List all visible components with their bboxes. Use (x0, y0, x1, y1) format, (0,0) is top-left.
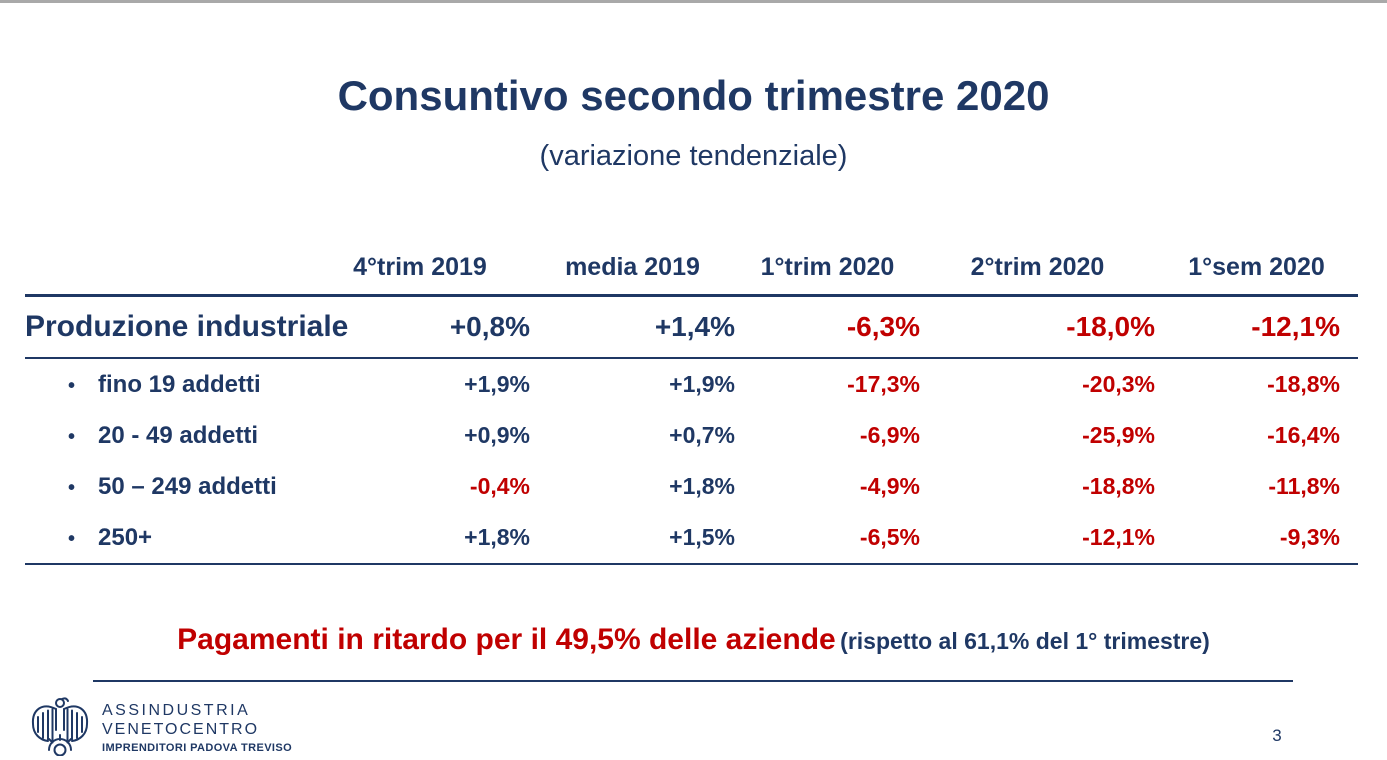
value-cell: -4,9% (859, 473, 920, 499)
value-cell: -25,9% (1082, 422, 1155, 448)
footnote-aside-text: (rispetto al 61,1% del 1° trimestre) (840, 628, 1210, 654)
row-label-text: 50 – 249 addetti (98, 472, 277, 500)
row-label: Produzione industriale (25, 295, 348, 359)
results-table: 4°trim 2019 media 2019 1°trim 2020 2°tri… (25, 236, 1358, 565)
value-cell: +1,5% (530, 512, 735, 565)
logo-text: ASSINDUSTRIA VENETOCENTRO IMPRENDITORI P… (102, 701, 292, 756)
page-number: 3 (1272, 726, 1282, 745)
logo-line2: VENETOCENTRO (102, 721, 260, 738)
logo-line1: ASSINDUSTRIA (102, 702, 251, 719)
page-title: Consuntivo secondo trimestre 2020 (337, 72, 1050, 119)
row-label: • 20 - 49 addetti (25, 410, 310, 461)
logo: ASSINDUSTRIA VENETOCENTRO IMPRENDITORI P… (28, 696, 292, 760)
row-label: • fino 19 addetti (25, 358, 310, 410)
column-header-media2019: media 2019 (530, 236, 735, 297)
value-cell: +1,8% (310, 512, 530, 565)
row-label-text: fino 19 addetti (98, 370, 261, 398)
table-row-20-49-addetti: • 20 - 49 addetti +0,9% +0,7% -6,9% -25,9… (25, 410, 1358, 461)
footnote-main-text: Pagamenti in ritardo per il 49,5% delle … (177, 623, 836, 656)
table-row-250plus: • 250+ +1,8% +1,5% -6,5% -12,1% -9,3% (25, 512, 1358, 565)
bullet-icon: • (68, 476, 76, 499)
column-header-1sem2020: 1°sem 2020 (1155, 236, 1358, 297)
value-cell: -18,8% (1267, 371, 1340, 397)
row-label: • 50 – 249 addetti (25, 461, 310, 512)
bullet-icon: • (68, 527, 76, 550)
table-row-50-249-addetti: • 50 – 249 addetti -0,4% +1,8% -4,9% -18,… (25, 461, 1358, 512)
value-cell: -6,3% (735, 295, 920, 359)
logo-line3: IMPRENDITORI PADOVA TREVISO (102, 742, 293, 754)
value-cell: +1,4% (530, 295, 735, 359)
value-cell: -0,4% (469, 473, 530, 499)
column-header-4trim2019: 4°trim 2019 (310, 236, 530, 297)
column-header-1trim2020: 1°trim 2020 (735, 236, 920, 297)
value-cell: -17,3% (847, 371, 920, 397)
value-cell: -6,9% (859, 422, 920, 448)
header-row: 4°trim 2019 media 2019 1°trim 2020 2°tri… (25, 236, 1358, 297)
top-border (0, 0, 1387, 3)
value-cell: +0,9% (464, 422, 530, 448)
column-header-empty (25, 236, 310, 297)
value-cell: +1,8% (669, 473, 735, 499)
row-label-text: 20 - 49 addetti (98, 421, 259, 449)
value-cell: +1,9% (669, 371, 735, 397)
value-cell: +0,7% (669, 422, 735, 448)
value-cell: -20,3% (1082, 371, 1155, 397)
footnote: Pagamenti in ritardo per il 49,5% delle … (0, 620, 1387, 665)
value-cell: -11,8% (1268, 473, 1340, 499)
row-label-text: 250+ (98, 523, 153, 551)
page-subtitle: (variazione tendenziale) (539, 140, 848, 172)
value-cell: +1,9% (464, 371, 530, 397)
bullet-icon: • (68, 425, 76, 448)
row-label: • 250+ (25, 512, 310, 565)
value-cell: -12,1% (1155, 295, 1358, 359)
table-row-produzione-industriale: Produzione industriale +0,8% +1,4% -6,3%… (25, 295, 1358, 359)
table-row-fino-19-addetti: • fino 19 addetti +1,9% +1,9% -17,3% -20,… (25, 358, 1358, 410)
value-cell: -9,3% (1155, 512, 1358, 565)
value-cell: -18,0% (920, 295, 1155, 359)
eagle-icon (28, 696, 92, 760)
footnote-underline (93, 680, 1293, 682)
value-cell: -18,8% (1082, 473, 1155, 499)
value-cell: -12,1% (920, 512, 1155, 565)
column-header-2trim2020: 2°trim 2020 (920, 236, 1155, 297)
value-cell: -6,5% (735, 512, 920, 565)
value-cell: +0,8% (310, 295, 530, 359)
bullet-icon: • (68, 374, 76, 397)
value-cell: -16,4% (1267, 422, 1340, 448)
